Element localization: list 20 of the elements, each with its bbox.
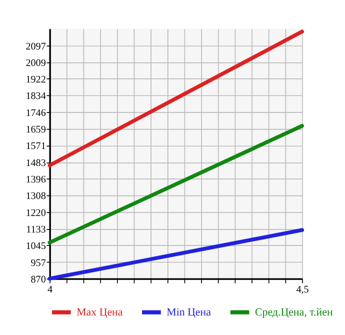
- y-tick-label: 1571: [26, 141, 46, 152]
- legend-label: Сред.Цена, т.йен: [254, 306, 333, 319]
- y-tick-label: 1220: [26, 208, 46, 219]
- y-tick-label: 1308: [26, 191, 46, 202]
- y-tick-label: 1396: [26, 174, 46, 186]
- y-tick-label: 957: [30, 258, 46, 269]
- y-tick-label: 1834: [26, 91, 46, 102]
- y-tick-label: 870: [30, 274, 46, 286]
- y-tick-label: 1922: [26, 74, 46, 86]
- legend-label: Min Цена: [166, 306, 212, 319]
- y-tick-label: 1746: [26, 108, 46, 119]
- x-tick-label: 4,5: [296, 284, 309, 296]
- x-tick-label: 4: [48, 284, 53, 296]
- y-tick-label: 1659: [26, 124, 46, 136]
- y-tick-label: 1483: [26, 158, 46, 169]
- y-tick-label: 2009: [26, 58, 46, 69]
- y-tick-label: 1045: [26, 241, 46, 252]
- legend-label: Max Цена: [76, 306, 123, 319]
- y-tick-label: 2097: [26, 41, 46, 52]
- y-tick-label: 1133: [26, 224, 46, 236]
